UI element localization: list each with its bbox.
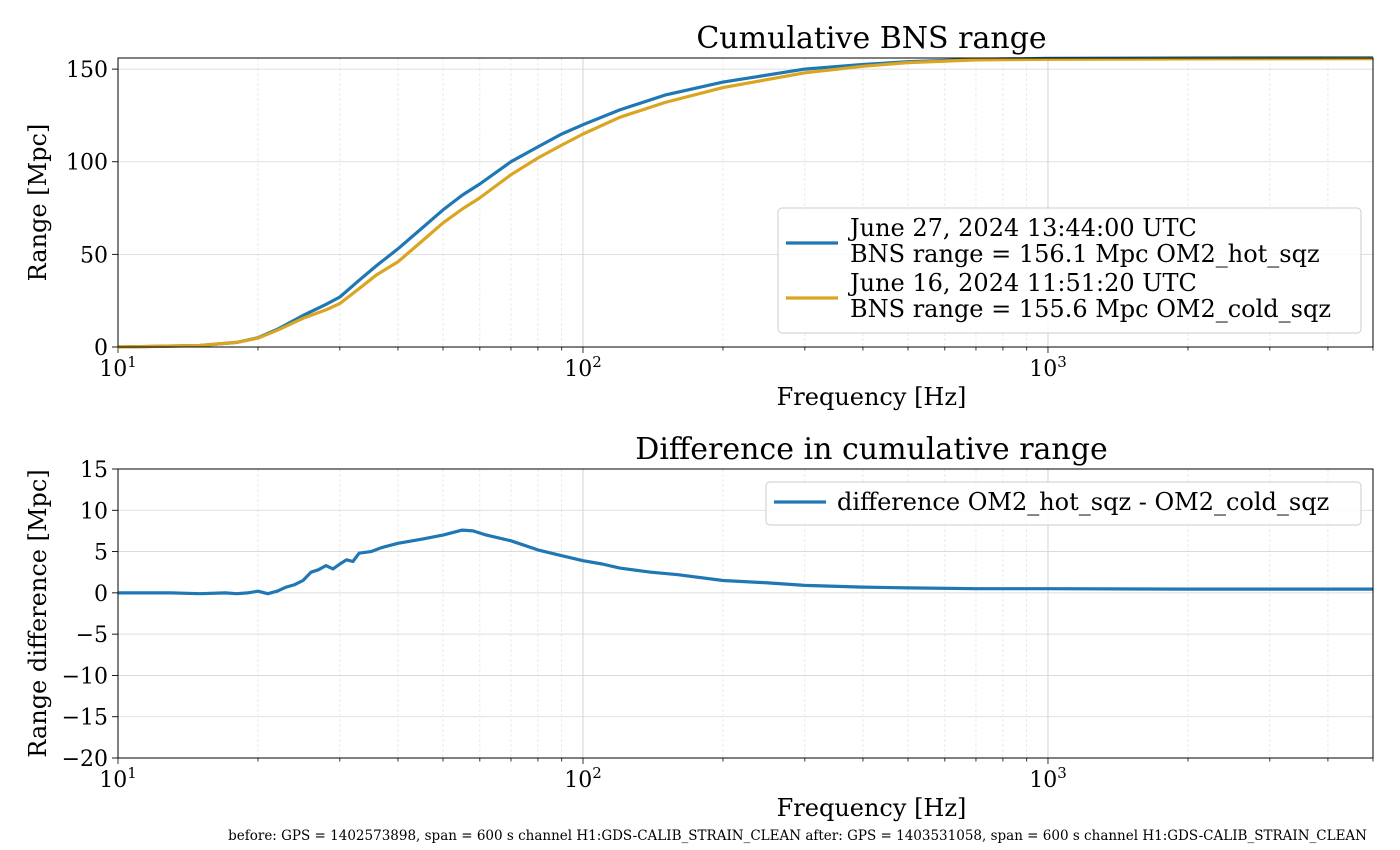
y-tick-label: −10 <box>62 664 108 689</box>
y-tick-label: 0 <box>94 336 108 361</box>
y-tick-label: −15 <box>62 706 108 731</box>
chart-panel-1: 0 50 100 150 101 102 103 Cumulative BNS range Fr… <box>24 21 1374 411</box>
y-axis-label: Range [Mpc] <box>24 124 52 282</box>
y-tick-label: 15 <box>80 458 108 483</box>
y-tick-label: 50 <box>80 243 108 268</box>
legend-label-1: difference OM2_hot_sqz - OM2_cold_sqz <box>837 488 1329 516</box>
x-axis-label: Frequency [Hz] <box>777 383 967 411</box>
x-tick-label: 103 <box>1029 764 1067 793</box>
legend-sublabel-1: BNS range = 156.1 Mpc OM2_hot_sqz <box>850 240 1320 268</box>
axes-frame <box>117 468 1374 759</box>
legend-label-1: June 27, 2024 13:44:00 UTC <box>847 214 1197 242</box>
chart-panel-2: −20 −15 −10 −5 0 5 10 15 101 102 103 Difference in … <box>24 432 1374 822</box>
y-tick-label: −5 <box>76 623 108 648</box>
x-tick-label: 102 <box>564 764 602 793</box>
x-axis-label: Frequency [Hz] <box>777 794 967 822</box>
x-tick-label: 101 <box>99 764 137 793</box>
y-tick-label: −20 <box>62 747 108 772</box>
y-tick-label: 10 <box>80 499 108 524</box>
x-tick-label: 102 <box>564 353 602 382</box>
legend-label-2: June 16, 2024 11:51:20 UTC <box>847 269 1197 297</box>
series-line-2 <box>118 57 1373 349</box>
y-axis-label: Range difference [Mpc] <box>24 469 52 757</box>
y-tick-label: 150 <box>66 58 108 83</box>
legend-sublabel-2: BNS range = 155.6 Mpc OM2_cold_sqz <box>850 295 1331 323</box>
y-tick-label: 5 <box>94 541 108 566</box>
axes-frame <box>117 57 1374 348</box>
legend: difference OM2_hot_sqz - OM2_cold_sqz <box>765 481 1362 526</box>
x-tick-label: 103 <box>1029 353 1067 382</box>
y-tick-label: 100 <box>66 151 108 176</box>
y-tick-label: 0 <box>94 582 108 607</box>
x-tick-label: 101 <box>99 353 137 382</box>
footer-caption: before: GPS = 1402573898, span = 600 s c… <box>228 828 1367 844</box>
chart-title: Difference in cumulative range <box>635 432 1107 467</box>
chart-title: Cumulative BNS range <box>696 21 1046 56</box>
legend-box <box>777 207 1362 334</box>
series-line-1 <box>118 528 1373 596</box>
legend-box <box>765 481 1362 526</box>
